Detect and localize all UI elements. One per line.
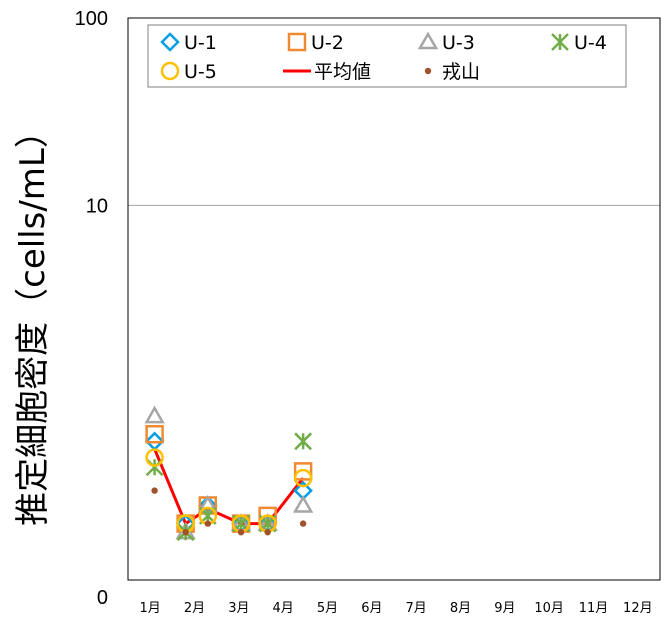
- legend-marker: [424, 67, 432, 75]
- legend: U-1 U-2 U-3 U-4 U-5 平均値 戎山: [147, 24, 627, 88]
- data-point: [264, 528, 271, 536]
- plot-frame: [127, 17, 661, 581]
- x-tick-label: 1月: [140, 601, 161, 616]
- x-tick-label: 9月: [494, 601, 515, 616]
- legend-label: U-3: [442, 32, 475, 54]
- x-tick-label: 11月: [579, 601, 609, 616]
- x-tick-label: 12月: [623, 601, 653, 616]
- data-point: [293, 462, 313, 481]
- legend-marker: [160, 32, 180, 52]
- legend-item: 戎山: [424, 61, 480, 83]
- series-dot: [151, 487, 307, 536]
- data-point: [144, 405, 165, 424]
- legend-item: U-2: [287, 32, 344, 54]
- legend-label: 平均値: [314, 61, 371, 83]
- legend-label: U-5: [184, 61, 217, 83]
- series-line: [153, 448, 305, 526]
- data-point: [151, 487, 158, 494]
- legend-label: U-1: [184, 32, 217, 54]
- data-point: [204, 520, 211, 527]
- data-point: [292, 494, 314, 513]
- legend-box: [147, 24, 627, 88]
- legend-marker: [551, 33, 569, 51]
- y-tick-label: 10: [86, 195, 108, 217]
- x-tick-label: 4月: [273, 601, 294, 616]
- x-tick-labels: 1月 2月 3月 4月 5月 6月 7月 8月 9月 10月 11月 12月: [140, 601, 653, 616]
- y-axis-label: 推定細胞密度（cells/mL）: [13, 114, 53, 526]
- x-tick-label: 7月: [406, 601, 427, 616]
- legend-marker: [287, 32, 307, 52]
- x-tick-label: 6月: [361, 601, 382, 616]
- data-point: [145, 424, 164, 444]
- legend-label: 戎山: [442, 61, 480, 83]
- data-point: [299, 520, 307, 527]
- average-line: [153, 448, 305, 526]
- legend-label: U-4: [574, 32, 607, 54]
- data-point: [145, 448, 164, 467]
- series-layer: [144, 405, 314, 542]
- y-tick-label: 0: [97, 587, 108, 609]
- legend-label: U-2: [311, 32, 344, 54]
- legend-item: U-3: [417, 31, 475, 54]
- data-point: [182, 528, 189, 536]
- x-tick-label: 8月: [450, 601, 471, 616]
- data-point: [294, 432, 313, 451]
- legend-marker: [160, 61, 180, 81]
- x-tick-label: 2月: [184, 601, 205, 616]
- x-tick-label: 3月: [228, 601, 249, 616]
- y-tick-label: 100: [75, 8, 108, 30]
- x-tick-label: 10月: [534, 601, 564, 616]
- data-point: [237, 528, 245, 536]
- x-tick-label: 5月: [317, 601, 338, 616]
- legend-marker: [417, 31, 439, 50]
- legend-item: 平均値: [283, 61, 371, 83]
- legend-item: U-4: [551, 32, 607, 54]
- legend-item: U-1: [160, 32, 217, 54]
- legend-item: U-5: [160, 61, 217, 83]
- series-square: [145, 424, 313, 533]
- data-point: [293, 468, 313, 488]
